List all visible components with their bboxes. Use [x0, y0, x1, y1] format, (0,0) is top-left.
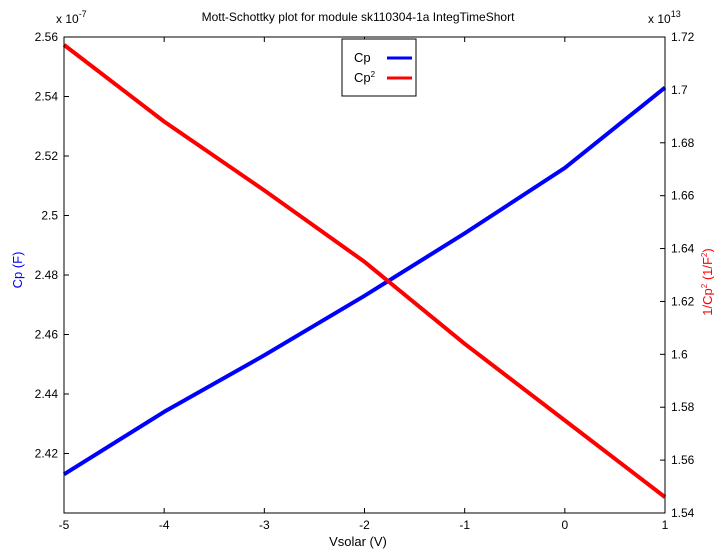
right-tick-label: 1.68: [671, 136, 695, 150]
x-tick-label: 0: [561, 518, 568, 532]
series-point: [564, 419, 566, 421]
right-tick-label: 1.58: [671, 400, 695, 414]
y-axis-label-left: Cp (F): [10, 252, 25, 289]
left-tick-label: 2.42: [35, 447, 59, 461]
legend-label-cp: Cp: [354, 50, 371, 65]
series-point: [163, 411, 165, 413]
x-axis-label: Vsolar (V): [329, 534, 387, 549]
legend: Cp Cp2: [341, 38, 417, 97]
x-tick-label: -1: [459, 518, 470, 532]
x-tick-label: -5: [59, 518, 70, 532]
left-tick-label: 2.56: [35, 30, 59, 44]
right-tick-label: 1.56: [671, 453, 695, 467]
legend-label-cp2: Cp2: [354, 70, 376, 85]
x-tick-label: -4: [159, 518, 170, 532]
left-tick-label: 2.48: [35, 268, 59, 282]
left-axis-ticks: 2.42 2.44 2.46 2.48 2.5 2.52 2.54 2.56: [35, 30, 69, 461]
left-tick-label: 2.54: [35, 90, 59, 104]
x-tick-label: -2: [359, 518, 370, 532]
x-tick-label: -3: [259, 518, 270, 532]
y-axis-label-right: 1/Cp2 (1/F2): [700, 248, 714, 315]
series-point: [364, 295, 365, 297]
x-axis-ticks: -5 -4 -3 -2 -1 0 1: [59, 37, 669, 532]
legend-box: [341, 38, 417, 97]
right-tick-label: 1.54: [671, 506, 695, 520]
series-point: [263, 189, 265, 191]
right-tick-label: 1.64: [671, 242, 695, 256]
right-tick-label: 1.72: [671, 30, 695, 44]
left-tick-label: 2.44: [35, 387, 59, 401]
chart-title: Mott-Schottky plot for module sk110304-1…: [202, 10, 515, 24]
right-tick-label: 1.62: [671, 294, 695, 308]
series-point: [564, 167, 566, 169]
left-tick-label: 2.46: [35, 328, 59, 342]
series-point: [163, 121, 165, 123]
series-point: [263, 354, 265, 356]
right-axis-multiplier: x 1013: [648, 9, 681, 26]
series-point: [364, 261, 365, 263]
plot-frame: [63, 36, 666, 514]
right-tick-label: 1.66: [671, 189, 695, 203]
right-tick-label: 1.6: [671, 347, 688, 361]
right-axis-ticks: 1.54 1.56 1.58 1.6 1.62 1.64 1.66 1.68 1.7 1.72: [660, 30, 695, 520]
series-point: [464, 232, 466, 234]
left-axis-multiplier: x 10-7: [56, 9, 87, 26]
plot-background: [64, 37, 665, 513]
left-tick-label: 2.52: [35, 149, 59, 163]
series-layer: [62, 43, 667, 499]
series-point: [464, 343, 466, 345]
left-tick-label: 2.5: [41, 209, 58, 223]
right-tick-label: 1.7: [671, 83, 688, 97]
x-tick-label: 1: [662, 518, 669, 532]
